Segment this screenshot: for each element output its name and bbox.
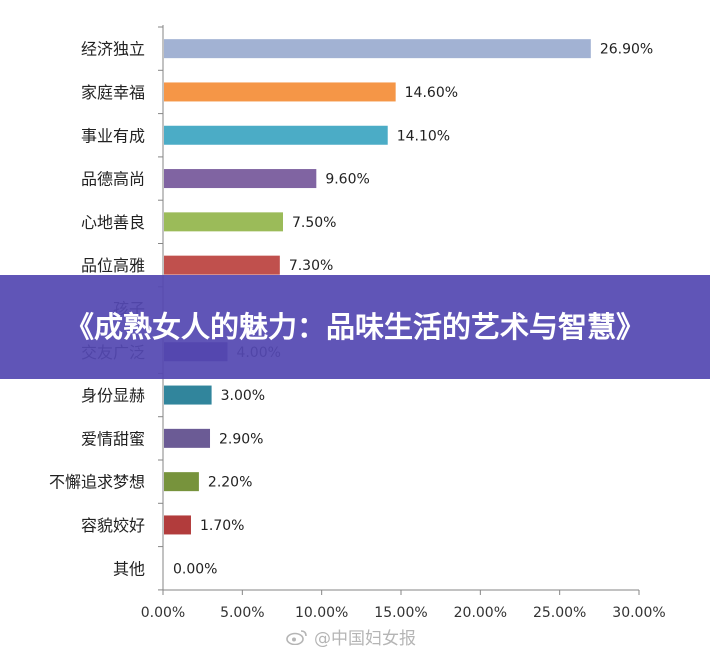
bar xyxy=(164,515,191,535)
category-label: 事业有成 xyxy=(81,126,145,145)
value-label: 14.10% xyxy=(397,128,450,144)
category-label: 身份显赫 xyxy=(81,386,145,405)
category-label: 爱情甜蜜 xyxy=(81,429,145,448)
value-label: 7.50% xyxy=(292,215,336,231)
value-label: 3.00% xyxy=(221,388,265,404)
category-label: 不懈追求梦想 xyxy=(49,473,145,492)
x-tick-label: 25.00% xyxy=(533,605,586,621)
category-label: 心地善良 xyxy=(81,213,145,232)
category-label: 品位高雅 xyxy=(81,256,145,275)
x-tick-label: 30.00% xyxy=(612,605,665,621)
value-label: 0.00% xyxy=(173,561,217,577)
category-label: 容貌姣好 xyxy=(81,516,145,535)
bar xyxy=(164,255,280,275)
bar xyxy=(164,39,591,59)
category-label: 其他 xyxy=(113,559,145,578)
value-label: 1.70% xyxy=(200,518,244,534)
bar xyxy=(164,125,388,145)
x-tick-label: 20.00% xyxy=(454,605,507,621)
bar xyxy=(164,82,396,102)
x-tick-label: 10.00% xyxy=(295,605,348,621)
x-tick-label: 5.00% xyxy=(220,605,264,621)
watermark: @中国妇女报 xyxy=(286,624,416,649)
bar xyxy=(164,169,317,189)
x-tick-label: 0.00% xyxy=(141,605,185,621)
title-banner: 《成熟女人的魅力：品味生活的艺术与智慧》 xyxy=(0,275,710,379)
x-tick-label: 15.00% xyxy=(374,605,427,621)
category-label: 经济独立 xyxy=(81,40,145,59)
watermark-text: @中国妇女报 xyxy=(314,629,416,649)
bar xyxy=(164,428,211,448)
value-label: 9.60% xyxy=(325,172,369,188)
value-label: 7.30% xyxy=(289,258,333,274)
value-label: 2.20% xyxy=(208,475,252,491)
bar xyxy=(164,472,199,492)
banner-title: 《成熟女人的魅力：品味生活的艺术与智慧》 xyxy=(64,310,645,344)
value-label: 26.90% xyxy=(600,42,653,58)
weibo-icon xyxy=(286,629,307,645)
bar xyxy=(164,212,283,232)
value-label: 2.90% xyxy=(219,431,263,447)
category-label: 家庭幸福 xyxy=(81,83,145,102)
category-label: 品德高尚 xyxy=(81,170,145,189)
value-label: 14.60% xyxy=(405,85,458,101)
bar xyxy=(164,385,212,405)
